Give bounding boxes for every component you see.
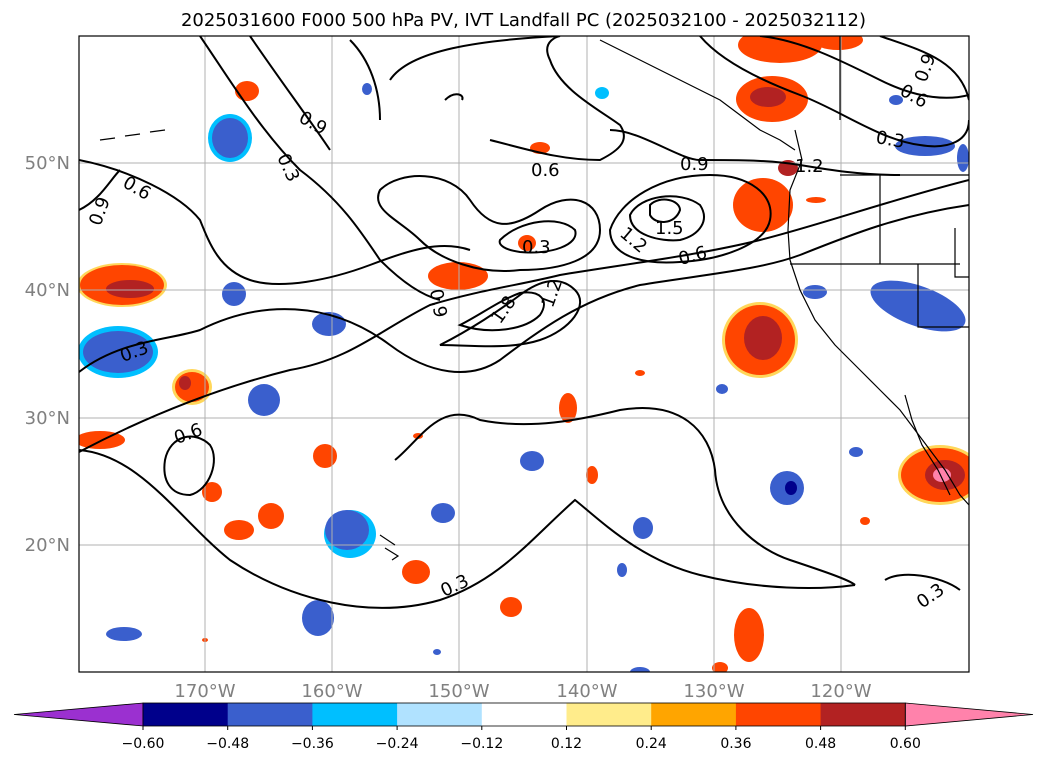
lat-label: 50°N xyxy=(25,153,70,174)
lon-labels: 170°W 160°W 150°W 140°W 130°W 120°W xyxy=(174,681,871,702)
contour-label: 0.3 xyxy=(522,237,551,258)
colorbar-tick-label: 0.24 xyxy=(636,736,667,752)
contour-label: 0.9 xyxy=(680,154,709,175)
colorbar-segment xyxy=(735,703,822,726)
colorbar-tick-label: −0.60 xyxy=(122,736,165,752)
colorbar-segment xyxy=(820,703,906,726)
pv-contours xyxy=(79,36,969,609)
lon-label: 140°W xyxy=(556,681,617,702)
contour-label: 1.5 xyxy=(655,218,684,239)
colorbar-extend-low xyxy=(13,702,144,727)
colorbar-border xyxy=(142,702,906,727)
colorbar-tick-label: 0.12 xyxy=(551,736,582,752)
colorbar-tick-label: 0.48 xyxy=(805,736,836,752)
colorbar-segment xyxy=(481,703,567,726)
map-border xyxy=(78,35,970,673)
colorbar-extend-high xyxy=(904,702,1034,727)
colorbar-tick-label: 0.36 xyxy=(720,736,751,752)
colorbar: −0.60 −0.48 −0.36 −0.24 −0.12 0.12 0.24 0.36 0.4… xyxy=(13,702,1034,752)
colorbar-segment xyxy=(651,703,737,726)
contour-label: 0.6 xyxy=(531,160,560,181)
pc-shading xyxy=(79,36,969,672)
colorbar-tick-label: −0.48 xyxy=(206,736,249,752)
contour-label: 1.2 xyxy=(795,156,824,177)
colorbar-tick-label: 0.60 xyxy=(890,736,921,752)
lat-label: 40°N xyxy=(25,280,70,301)
contour-label: 0.9 xyxy=(425,287,451,319)
colorbar-segment xyxy=(312,703,398,726)
colorbar-tick-label: −0.36 xyxy=(291,736,334,752)
lon-label: 130°W xyxy=(683,681,744,702)
lat-label: 30°N xyxy=(25,408,70,429)
colorbar-tick-label: −0.24 xyxy=(376,736,419,752)
colorbar-tick-label: −0.12 xyxy=(460,736,503,752)
lat-labels: 20°N 30°N 40°N 50°N xyxy=(25,153,70,556)
contour-label: 0.3 xyxy=(874,127,906,153)
map-title: 2025031600 F000 500 hPa PV, IVT Landfall… xyxy=(180,10,867,31)
colorbar-segment xyxy=(566,703,652,726)
lon-label: 120°W xyxy=(810,681,871,702)
lon-label: 160°W xyxy=(301,681,362,702)
colorbar-segment xyxy=(143,703,229,726)
lon-label: 170°W xyxy=(174,681,235,702)
gridlines xyxy=(79,36,969,672)
lat-label: 20°N xyxy=(25,535,70,556)
colorbar-segment xyxy=(227,703,313,726)
colorbar-segment xyxy=(397,703,483,726)
lon-label: 150°W xyxy=(428,681,489,702)
coastlines xyxy=(99,36,969,561)
